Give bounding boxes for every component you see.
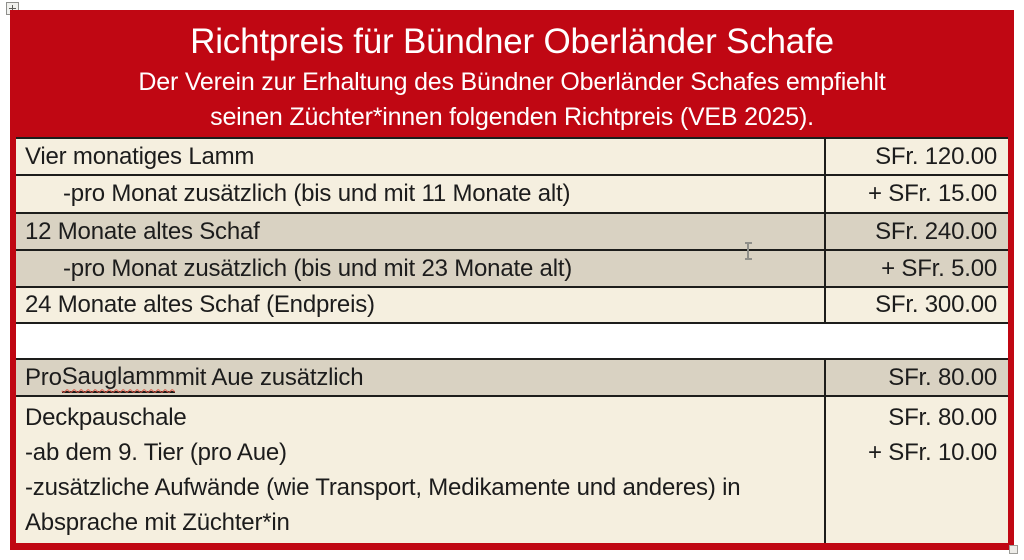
- table-row: Vier monatiges Lamm SFr. 120.00: [16, 137, 1008, 174]
- price-table: Richtpreis für Bündner Oberländer Schafe…: [10, 10, 1014, 550]
- price-cell[interactable]: SFr. 80.00: [824, 360, 1008, 395]
- table-row: Deckpauschale -ab dem 9. Tier (pro Aue) …: [16, 395, 1008, 543]
- underlined-word: Sauglamm: [61, 362, 175, 393]
- table-row: 12 Monate altes Schaf SFr. 240.00: [16, 212, 1008, 249]
- label-line-2: -ab dem 9. Tier (pro Aue): [25, 439, 287, 466]
- page-title: Richtpreis für Bündner Oberländer Schafe: [190, 21, 834, 61]
- spacer-cell: [16, 324, 1008, 358]
- subtitle-line-1: Der Verein zur Erhaltung des Bündner Obe…: [138, 67, 886, 96]
- spellcheck-squiggle: Sauglamm: [61, 362, 175, 390]
- price-cell[interactable]: + SFr. 15.00: [824, 176, 1008, 212]
- label-suffix: mit Aue zusätzlich: [174, 363, 364, 391]
- table-row: -pro Monat zusätzlich (bis und mit 11 Mo…: [16, 174, 1008, 212]
- label-line-1: Deckpauschale: [25, 404, 187, 431]
- item-label-cell[interactable]: 12 Monate altes Schaf: [25, 217, 260, 245]
- table-row: Pro Sauglamm mit Aue zusätzlich SFr. 80.…: [16, 358, 1008, 395]
- label-line-3: -zusätzliche Aufwände (wie Transport, Me…: [25, 474, 741, 536]
- price-cell[interactable]: SFr. 300.00: [824, 288, 1008, 322]
- i-beam-cursor-icon: [744, 242, 753, 260]
- price-cell[interactable]: SFr. 240.00: [824, 214, 1008, 249]
- item-label-cell[interactable]: 24 Monate altes Schaf (Endpreis): [25, 291, 375, 318]
- price-line-2: + SFr. 10.00: [867, 439, 997, 466]
- price-cell[interactable]: + SFr. 5.00: [824, 251, 1008, 286]
- item-label-cell[interactable]: Vier monatiges Lamm: [25, 142, 255, 170]
- price-cell[interactable]: SFr. 120.00: [824, 139, 1008, 174]
- price-line-1: SFr. 80.00: [888, 404, 997, 431]
- subtitle-line-2: seinen Züchter*innen folgenden Richtprei…: [210, 102, 814, 131]
- label-prefix: Pro: [25, 363, 62, 391]
- table-row: -pro Monat zusätzlich (bis und mit 23 Mo…: [16, 249, 1008, 286]
- table-row: 24 Monate altes Schaf (Endpreis) SFr. 30…: [16, 286, 1008, 322]
- item-label-cell[interactable]: Pro Sauglamm mit Aue zusätzlich: [16, 360, 824, 395]
- table-resize-handle-icon[interactable]: [1009, 545, 1018, 554]
- spacer-row[interactable]: [16, 322, 1008, 358]
- price-cell[interactable]: SFr. 80.00 + SFr. 10.00: [824, 397, 1008, 543]
- item-label-cell[interactable]: Deckpauschale -ab dem 9. Tier (pro Aue) …: [16, 397, 824, 543]
- item-label-cell[interactable]: -pro Monat zusätzlich (bis und mit 11 Mo…: [63, 180, 571, 207]
- table-header: Richtpreis für Bündner Oberländer Schafe…: [16, 16, 1008, 137]
- item-label-cell[interactable]: -pro Monat zusätzlich (bis und mit 23 Mo…: [63, 254, 573, 282]
